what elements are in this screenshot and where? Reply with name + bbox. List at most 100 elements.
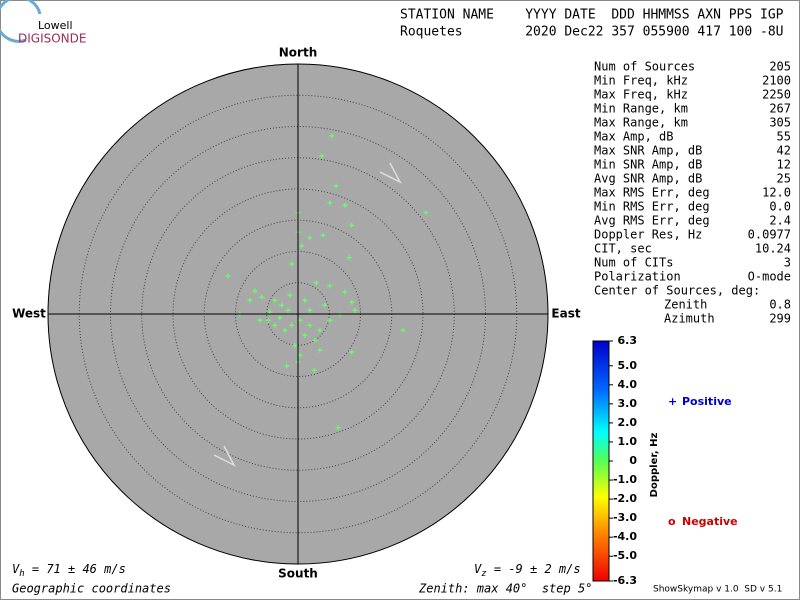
vh-sub: h xyxy=(19,569,24,579)
stat-value: 10.24 xyxy=(755,242,791,256)
stat-label: Polarization xyxy=(594,270,681,284)
legend-label: Negative xyxy=(682,515,738,528)
source-point xyxy=(289,322,295,328)
legend-label: Positive xyxy=(682,395,732,408)
colorbar-tick-label: -6.3 xyxy=(613,574,637,587)
stat-value: 2.4 xyxy=(769,214,791,228)
vz-symbol: V xyxy=(474,562,482,576)
source-point xyxy=(292,342,298,348)
source-point xyxy=(302,332,308,338)
stat-label: Min Freq, kHz xyxy=(594,74,688,88)
source-point xyxy=(349,349,355,355)
stat-label: Center of Sources, deg: xyxy=(594,284,760,298)
source-point xyxy=(333,183,339,189)
source-point xyxy=(284,363,290,369)
source-point xyxy=(311,367,317,373)
colorbar-tick-label: -2.0 xyxy=(613,492,637,505)
colorbar-tick-label: 3.0 xyxy=(618,397,638,410)
source-point xyxy=(279,302,285,308)
source-point xyxy=(342,289,348,295)
direction-label: West xyxy=(12,307,46,321)
stat-value: 3 xyxy=(784,256,791,270)
stat-value: 267 xyxy=(769,102,791,116)
source-point xyxy=(349,299,355,305)
source-point xyxy=(342,202,348,208)
stat-value: 0.8 xyxy=(769,298,791,312)
stat-label: Zenith xyxy=(664,298,707,312)
logo-arc xyxy=(0,0,42,43)
source-point xyxy=(349,222,355,228)
source-point xyxy=(225,273,231,279)
source-point xyxy=(319,153,325,159)
stat-label: Max Range, km xyxy=(594,116,688,130)
source-point xyxy=(423,210,429,216)
stat-value: 299 xyxy=(769,312,791,326)
source-point xyxy=(299,243,305,249)
stat-value: 0.0977 xyxy=(748,228,791,242)
legend-symbol: + xyxy=(668,395,677,408)
velocity-arrow xyxy=(213,162,402,467)
stat-label: Min Range, km xyxy=(594,102,688,116)
stat-label: Min RMS Err, deg xyxy=(594,200,710,214)
stat-value: 2100 xyxy=(762,74,791,88)
logo-bottom: DIGISONDE xyxy=(18,32,86,46)
source-point xyxy=(307,322,313,328)
coords-note: Geographic coordinates xyxy=(12,582,171,596)
legend-symbol: o xyxy=(668,515,676,528)
direction-label: East xyxy=(551,307,580,321)
source-point xyxy=(322,302,328,308)
vz-sub: z xyxy=(481,569,486,579)
stat-label: CIT, sec xyxy=(594,242,652,256)
colorbar-tick-label: -5.0 xyxy=(613,549,637,562)
colorbar-tick-label: 1.0 xyxy=(618,435,638,448)
source-point xyxy=(282,327,288,333)
source-point xyxy=(302,297,308,303)
source-point xyxy=(327,317,333,323)
source-point xyxy=(252,288,258,294)
stat-value: 12 xyxy=(777,158,791,172)
stat-label: Max Amp, dB xyxy=(594,130,673,144)
stat-value: 2250 xyxy=(762,88,791,102)
colorbar-tick-label: 2.0 xyxy=(618,416,638,429)
header-line: STATION NAME YYYY DATE DDD HHMMSS AXN PP… xyxy=(400,8,784,23)
source-point xyxy=(317,327,323,333)
vz-text: = -9 ± 2 m/s xyxy=(487,562,581,576)
stat-value: 12.0 xyxy=(762,186,791,200)
colorbar-tick-label: -4.0 xyxy=(613,530,637,543)
logo-top: Lowell xyxy=(38,19,73,32)
colorbar-label: Doppler, Hz xyxy=(649,433,660,498)
zenith-note: Zenith: max 40° step 5° xyxy=(418,582,592,596)
stat-value: O-mode xyxy=(748,270,791,284)
stat-value: 25 xyxy=(777,172,791,186)
source-point xyxy=(265,317,271,323)
colorbar-tick-label: -3.0 xyxy=(613,511,637,524)
source-point xyxy=(272,322,278,328)
stat-label: Avg SNR Amp, dB xyxy=(594,172,702,186)
stat-label: Num of CITs xyxy=(594,256,673,270)
colorbar-tick-label: 4.0 xyxy=(618,378,638,391)
direction-label: South xyxy=(278,567,318,581)
source-point xyxy=(329,133,335,139)
direction-label: North xyxy=(279,46,317,60)
stat-label: Num of Sources xyxy=(594,60,695,74)
vz: Vz = -9 ± 2 m/s xyxy=(474,562,581,579)
stat-label: Max SNR Amp, dB xyxy=(594,144,702,158)
source-point xyxy=(400,327,406,333)
stat-value: 305 xyxy=(769,116,791,130)
source-point xyxy=(312,337,318,343)
stat-value: 205 xyxy=(769,60,791,74)
colorbar-tick-label: -1.0 xyxy=(613,473,637,486)
colorbar-tick-label: 0 xyxy=(629,454,637,467)
source-point xyxy=(307,235,313,241)
source-point xyxy=(259,294,265,300)
source-point xyxy=(247,297,253,303)
stat-label: Azimuth xyxy=(664,312,715,326)
stat-label: Max RMS Err, deg xyxy=(594,186,710,200)
source-point xyxy=(277,315,283,321)
version: ShowSkymap v 1.0 SD v 5.1 xyxy=(653,585,782,595)
source-point xyxy=(327,200,333,206)
source-point xyxy=(285,307,291,313)
source-point xyxy=(320,232,326,238)
source-point xyxy=(346,255,352,261)
